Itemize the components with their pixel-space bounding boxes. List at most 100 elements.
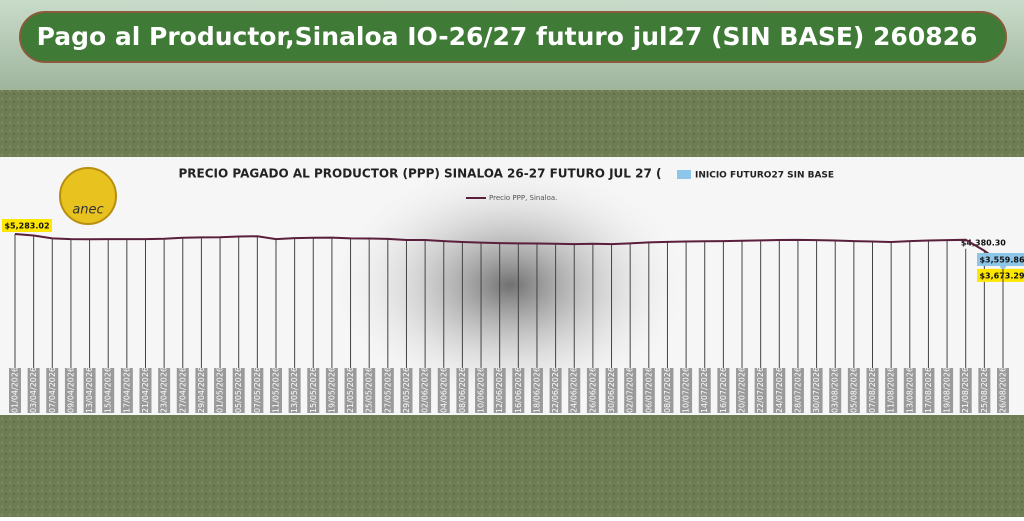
x-tick-label: 08/07/2026 bbox=[663, 367, 672, 413]
x-label-box bbox=[64, 368, 77, 413]
x-label-box bbox=[456, 368, 469, 413]
x-tick-label: 13/04/2026 bbox=[85, 367, 94, 413]
x-label-box bbox=[381, 368, 394, 413]
x-tick-label: 27/04/2026 bbox=[178, 367, 187, 413]
x-label-box bbox=[158, 368, 171, 413]
x-label-box bbox=[754, 368, 767, 413]
x-tick-label: 23/04/2026 bbox=[160, 367, 169, 413]
x-label-box bbox=[959, 368, 972, 413]
x-tick-label: 16/06/2026 bbox=[514, 367, 523, 413]
x-label-box bbox=[139, 368, 152, 413]
x-tick-label: 25/05/2026 bbox=[365, 367, 374, 413]
x-tick-label: 10/07/2026 bbox=[682, 367, 691, 413]
x-label-box bbox=[437, 368, 450, 413]
banner bbox=[19, 11, 1007, 63]
x-tick-label: 04/06/2026 bbox=[439, 367, 448, 413]
x-tick-label: 12/06/2026 bbox=[495, 367, 504, 413]
x-tick-label: 18/06/2026 bbox=[532, 367, 541, 413]
x-tick-label: 13/05/2026 bbox=[290, 367, 299, 413]
x-label-box bbox=[307, 368, 320, 413]
x-tick-label: 20/07/2026 bbox=[738, 367, 747, 413]
x-label-box bbox=[997, 368, 1009, 413]
x-label-box bbox=[176, 368, 189, 413]
x-label-box bbox=[102, 368, 115, 413]
x-tick-label: 02/07/2026 bbox=[626, 367, 635, 413]
x-label-box bbox=[232, 368, 245, 413]
x-label-box bbox=[83, 368, 96, 413]
value-label: $5,283.02 bbox=[4, 222, 49, 231]
x-label-box bbox=[195, 368, 208, 413]
x-tick-label: 02/06/2026 bbox=[421, 367, 430, 413]
x-tick-label: 21/05/2026 bbox=[346, 367, 355, 413]
x-tick-label: 07/05/2026 bbox=[253, 367, 262, 413]
x-tick-label: 14/07/2026 bbox=[700, 367, 709, 413]
x-tick-label: 09/04/2026 bbox=[66, 367, 75, 413]
series-line bbox=[14, 233, 1004, 265]
legend-label: INICIO FUTURO27 SIN BASE bbox=[695, 171, 834, 181]
x-tick-label: 16/07/2026 bbox=[719, 367, 728, 413]
x-label-box bbox=[251, 368, 264, 413]
value-label-box bbox=[958, 235, 1009, 249]
x-tick-label: 01/05/2026 bbox=[216, 367, 225, 413]
x-tick-label: 11/08/2026 bbox=[887, 367, 896, 413]
x-label-box bbox=[829, 368, 842, 413]
x-tick-label: 03/08/2026 bbox=[831, 367, 840, 413]
x-tick-label: 17/04/2026 bbox=[122, 367, 131, 413]
value-label-box bbox=[2, 219, 52, 232]
x-label-box bbox=[847, 368, 860, 413]
value-label: $3,559.86 bbox=[979, 256, 1024, 265]
x-tick-label: 30/07/2026 bbox=[812, 367, 821, 413]
x-tick-label: 15/05/2026 bbox=[309, 367, 318, 413]
x-label-box bbox=[941, 368, 954, 413]
x-label-box bbox=[493, 368, 506, 413]
x-label-box bbox=[922, 368, 935, 413]
value-label: $3,673.29 bbox=[979, 271, 1024, 280]
banner-title: Pago al Productor,Sinaloa IO-26/27 futur… bbox=[37, 22, 978, 51]
x-label-box bbox=[27, 368, 40, 413]
x-tick-label: 19/05/2026 bbox=[327, 367, 336, 413]
x-tick-label: 05/05/2026 bbox=[234, 367, 243, 413]
legend-label: Precio PPP, Sinaloa. bbox=[489, 194, 557, 202]
x-label-box bbox=[773, 368, 786, 413]
x-label-box bbox=[325, 368, 338, 413]
x-label-box bbox=[363, 368, 376, 413]
x-label-box bbox=[903, 368, 916, 413]
value-label: $4,380.30 bbox=[961, 238, 1006, 247]
x-label-box bbox=[400, 368, 413, 413]
x-label-box bbox=[661, 368, 674, 413]
x-label-box bbox=[568, 368, 581, 413]
x-label-box bbox=[717, 368, 730, 413]
x-label-box bbox=[698, 368, 711, 413]
x-label-box bbox=[810, 368, 823, 413]
x-tick-label: 26/08/2026 bbox=[999, 367, 1008, 413]
x-tick-label: 15/04/2026 bbox=[104, 367, 113, 413]
x-label-box bbox=[214, 368, 227, 413]
x-label-box bbox=[978, 368, 991, 413]
x-tick-label: 11/05/2026 bbox=[271, 367, 280, 413]
x-tick-label: 28/07/2026 bbox=[793, 367, 802, 413]
x-tick-label: 13/08/2026 bbox=[905, 367, 914, 413]
x-tick-label: 30/06/2026 bbox=[607, 367, 616, 413]
x-tick-label: 24/06/2026 bbox=[570, 367, 579, 413]
x-tick-label: 25/08/2026 bbox=[980, 367, 989, 413]
logo-text: anec bbox=[72, 203, 103, 218]
x-label-box bbox=[344, 368, 357, 413]
x-label-box bbox=[885, 368, 898, 413]
x-tick-label: 08/06/2026 bbox=[458, 367, 467, 413]
x-label-box bbox=[642, 368, 655, 413]
x-tick-label: 06/07/2026 bbox=[644, 367, 653, 413]
x-label-box bbox=[512, 368, 525, 413]
x-label-box bbox=[605, 368, 618, 413]
x-label-box bbox=[530, 368, 543, 413]
value-label-box bbox=[977, 268, 1024, 282]
x-label-box bbox=[475, 368, 488, 413]
legend-swatch bbox=[677, 170, 691, 179]
x-label-box bbox=[288, 368, 301, 413]
x-label-box bbox=[866, 368, 879, 413]
x-tick-label: 03/04/2026 bbox=[29, 367, 38, 413]
x-tick-label: 07/08/2026 bbox=[868, 367, 877, 413]
x-label-box bbox=[419, 368, 432, 413]
x-tick-label: 22/06/2026 bbox=[551, 367, 560, 413]
x-label-box bbox=[269, 368, 282, 413]
chart-title: PRECIO PAGADO AL PRODUCTOR (PPP) SINALOA… bbox=[179, 167, 662, 181]
